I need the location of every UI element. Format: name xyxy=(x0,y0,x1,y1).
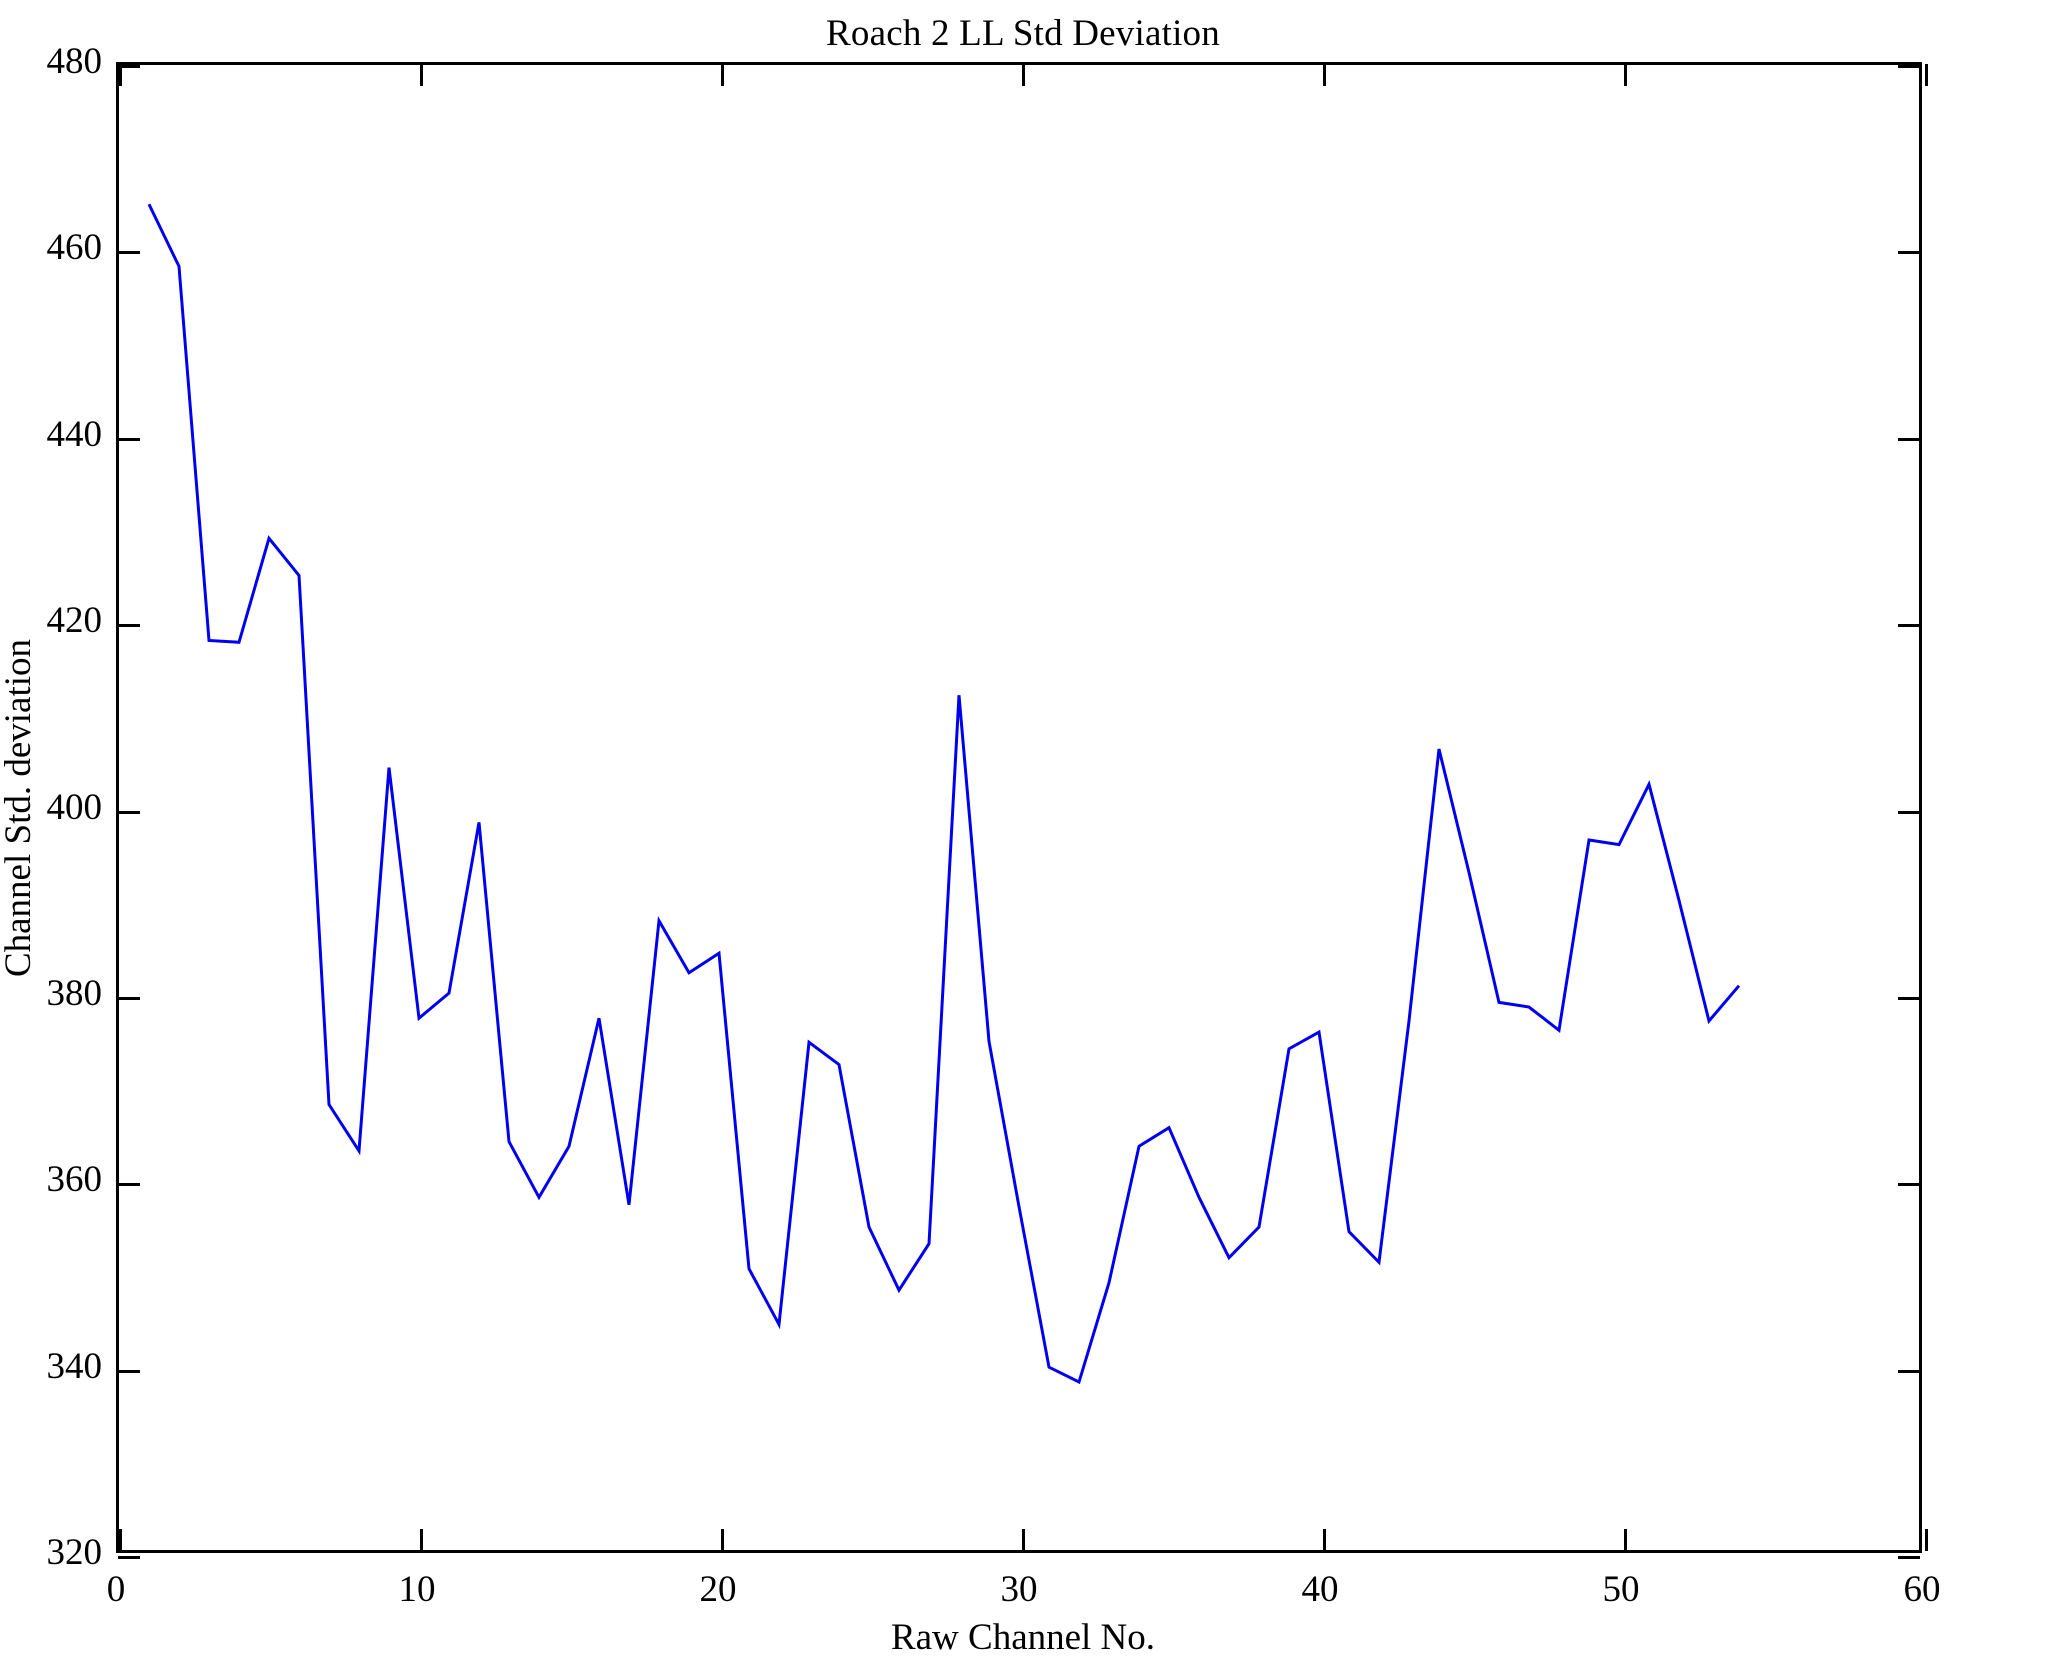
x-tick-mark-top xyxy=(420,64,423,86)
y-tick-label: 340 xyxy=(46,1345,103,1387)
x-tick-label: 30 xyxy=(1000,1569,1038,1610)
plot-area xyxy=(116,62,1928,1559)
x-tick-label: 40 xyxy=(1301,1569,1339,1610)
y-tick-label: 360 xyxy=(46,1159,103,1201)
x-tick-mark xyxy=(420,1529,423,1551)
y-tick-mark-right xyxy=(1898,65,1920,68)
y-tick-label: 420 xyxy=(46,600,103,642)
x-tick-mark xyxy=(1925,1529,1928,1551)
x-tick-mark-top xyxy=(1022,64,1025,86)
y-tick-mark xyxy=(118,437,140,441)
y-tick-label: 460 xyxy=(46,227,103,269)
y-tick-mark-right xyxy=(1898,1183,1920,1187)
x-tick-label: 20 xyxy=(699,1569,737,1610)
y-tick-mark xyxy=(118,1369,140,1373)
y-tick-mark xyxy=(118,251,140,255)
y-tick-label: 400 xyxy=(46,786,103,828)
x-tick-mark-top xyxy=(1624,64,1627,86)
y-tick-mark xyxy=(118,810,140,814)
x-tick-label: 60 xyxy=(1903,1569,1941,1610)
data-line-roach2 xyxy=(147,203,1741,1385)
y-tick-mark-right xyxy=(1898,996,1920,1000)
x-tick-mark xyxy=(721,1529,724,1551)
y-tick-mark-right xyxy=(1898,437,1920,441)
x-tick-label: 50 xyxy=(1602,1569,1640,1610)
x-tick-mark xyxy=(119,1529,122,1551)
x-tick-label: 10 xyxy=(398,1569,436,1610)
x-tick-mark xyxy=(1022,1529,1025,1551)
y-tick-label: 440 xyxy=(46,413,103,455)
y-tick-label: 480 xyxy=(46,41,103,82)
y-tick-label: 380 xyxy=(46,972,103,1014)
x-tick-label: 0 xyxy=(106,1569,126,1610)
y-tick-mark xyxy=(118,1556,140,1559)
x-tick-mark-top xyxy=(721,64,724,86)
page-title: Roach 2 LL Std Deviation xyxy=(826,13,1220,54)
y-tick-mark xyxy=(118,624,140,628)
x-tick-mark xyxy=(1624,1529,1627,1551)
y-tick-mark xyxy=(118,996,140,1000)
y-tick-mark-right xyxy=(1898,810,1920,814)
x-tick-mark xyxy=(1323,1529,1326,1551)
x-tick-mark-top xyxy=(1925,64,1928,86)
x-tick-mark-top xyxy=(119,64,122,86)
y-tick-mark xyxy=(118,65,140,68)
y-tick-mark-right xyxy=(1898,1556,1920,1559)
x-axis-title: Raw Channel No. xyxy=(890,1617,1156,1658)
y-tick-mark-right xyxy=(1898,251,1920,255)
x-tick-mark-top xyxy=(1323,64,1326,86)
y-tick-mark-right xyxy=(1898,1369,1920,1373)
y-tick-label: 320 xyxy=(46,1532,103,1573)
line-series-svg xyxy=(147,203,1741,1385)
y-tick-mark xyxy=(118,1183,140,1187)
y-tick-mark-right xyxy=(1898,624,1920,628)
